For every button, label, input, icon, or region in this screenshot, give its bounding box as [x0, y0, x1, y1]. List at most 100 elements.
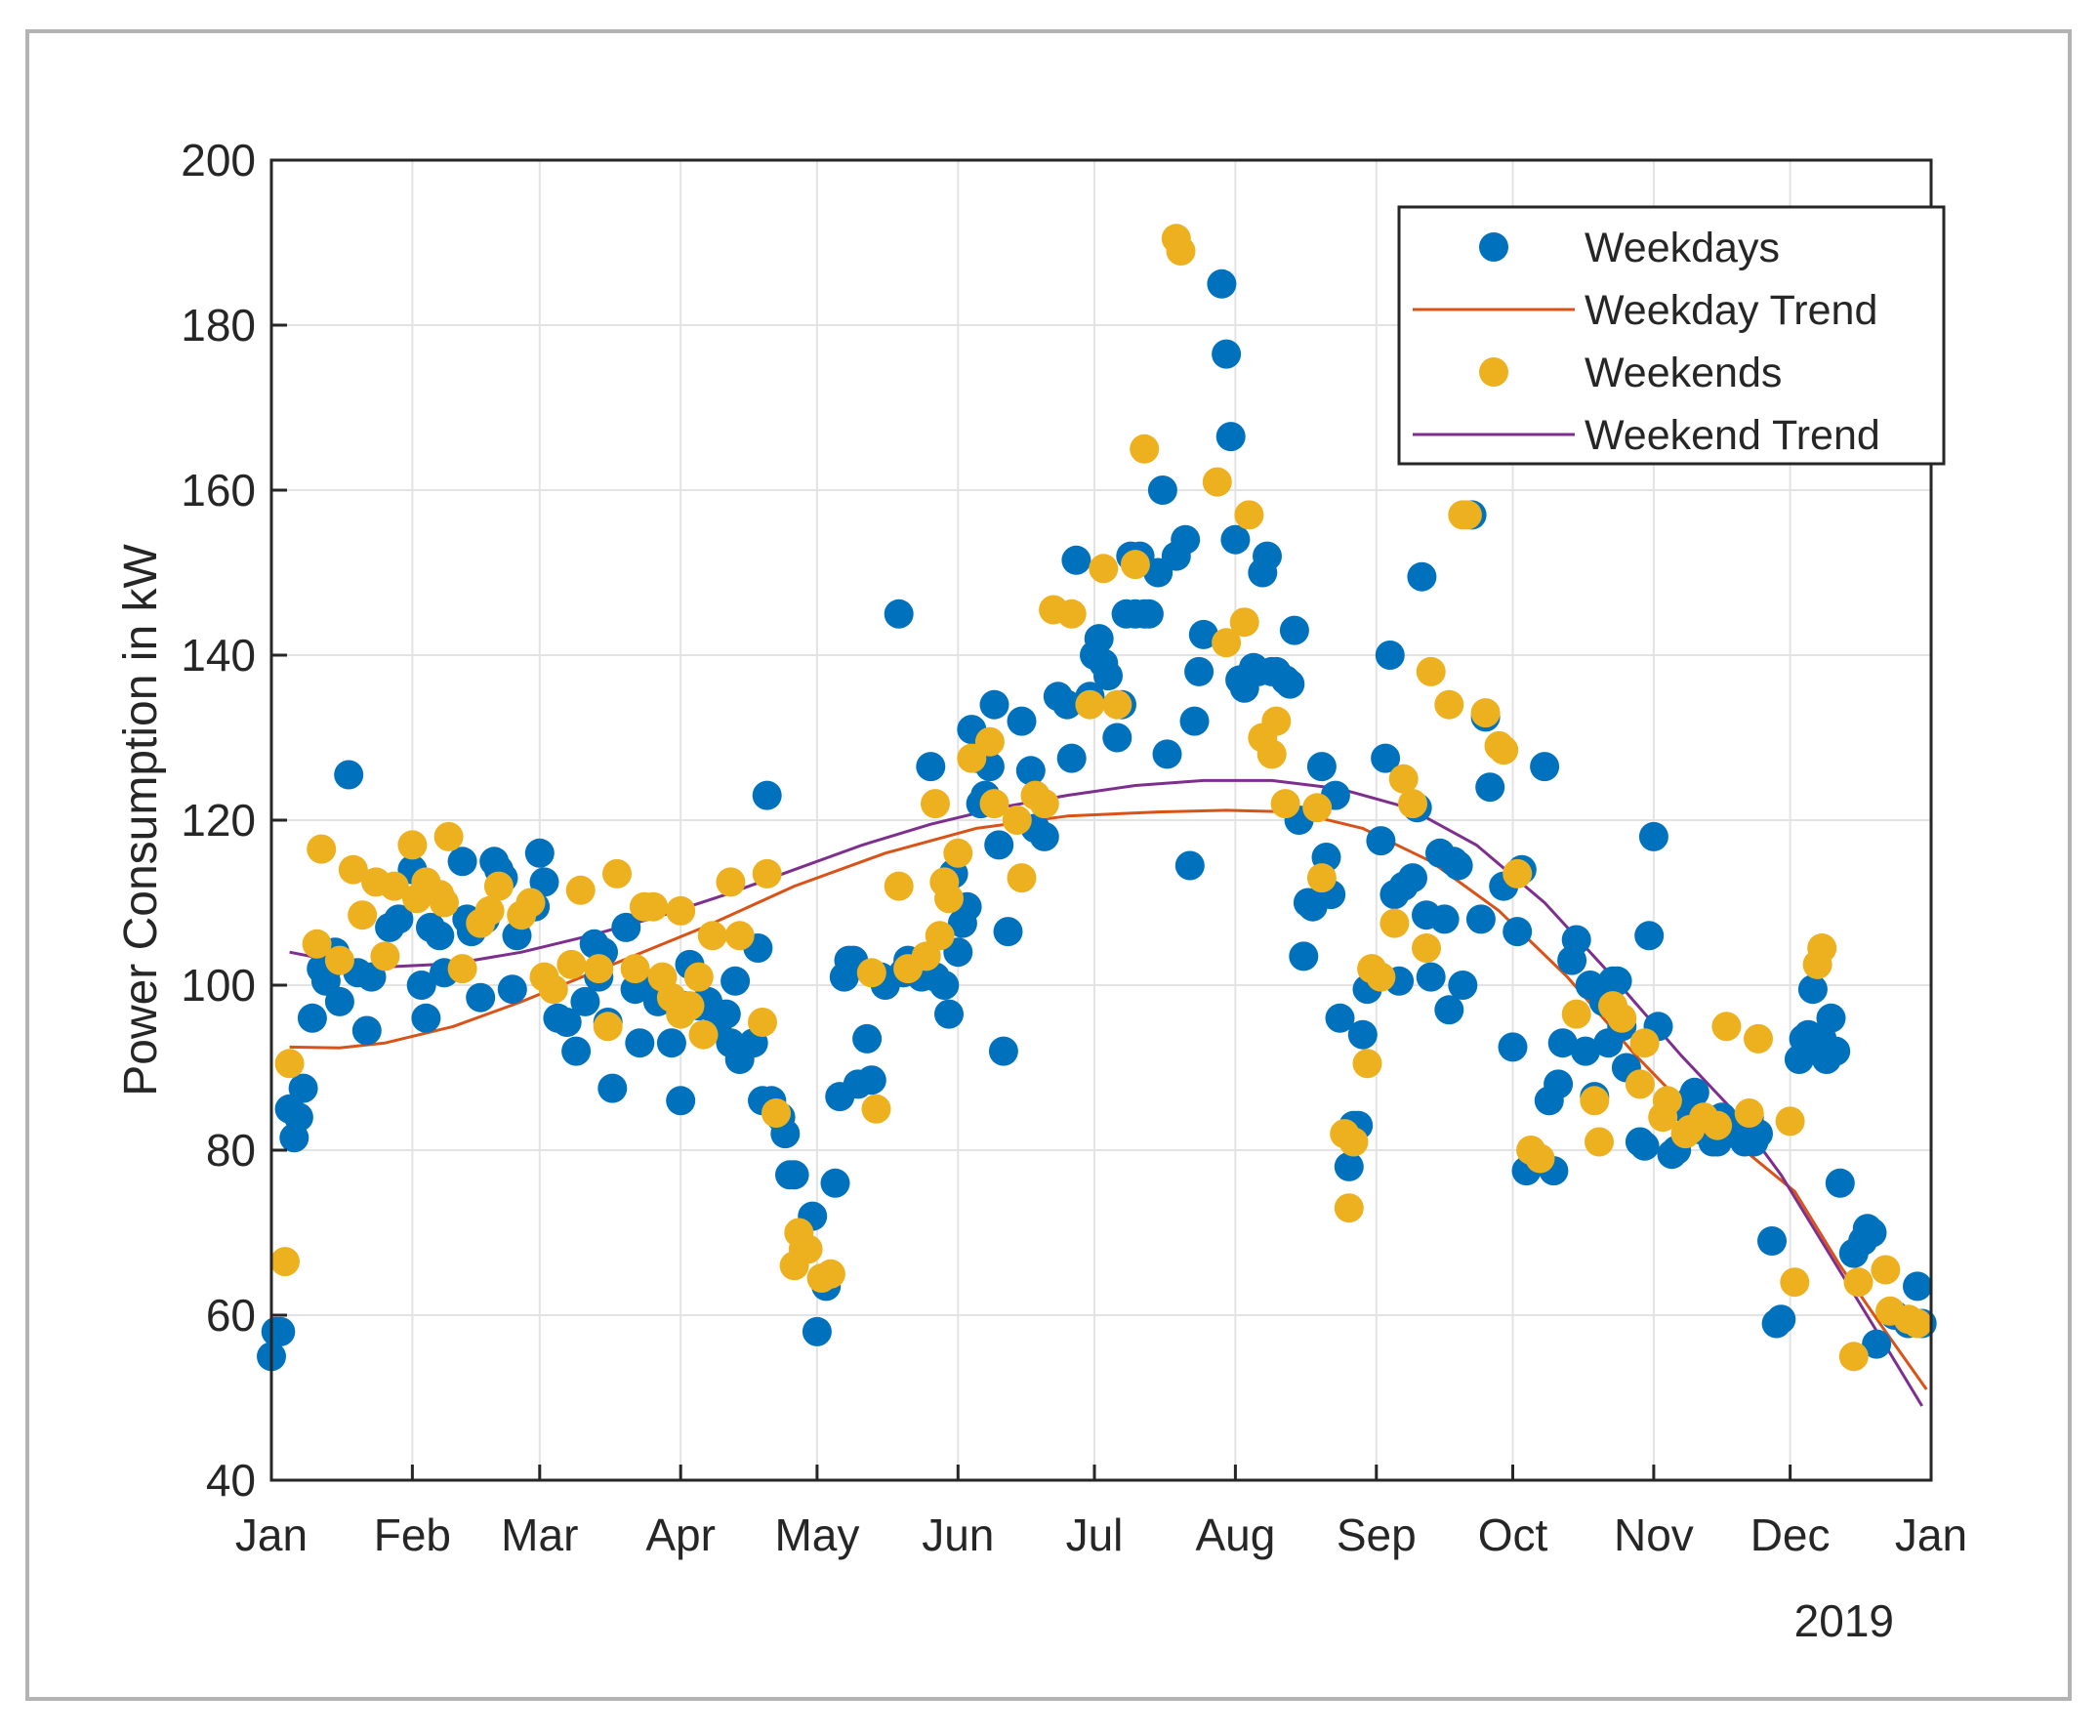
- weekend-point: [716, 867, 746, 897]
- weekday-point: [1052, 689, 1083, 720]
- weekend-point: [724, 921, 755, 951]
- weekend-point: [1261, 706, 1292, 736]
- weekend-point: [925, 921, 955, 951]
- legend-label: Weekend Trend: [1585, 412, 1880, 459]
- weekend-point: [1807, 933, 1837, 963]
- weekday-point: [1498, 1032, 1528, 1062]
- weekend-point: [1625, 1069, 1655, 1099]
- weekday-point: [529, 867, 559, 897]
- weekend-point: [1585, 1127, 1614, 1157]
- weekday-point: [1056, 743, 1087, 773]
- x-tick-label: Jul: [1066, 1509, 1124, 1560]
- weekday-point: [1407, 561, 1437, 592]
- weekday-point: [934, 999, 964, 1029]
- weekend-point: [1166, 236, 1196, 266]
- weekday-point: [1171, 524, 1201, 555]
- weekend-point: [1489, 735, 1519, 765]
- weekday-point: [752, 780, 782, 810]
- weekday-point: [425, 921, 455, 951]
- y-tick-label: 80: [206, 1125, 256, 1176]
- weekend-point: [602, 858, 632, 889]
- weekday-point: [1029, 821, 1059, 851]
- weekday-point: [852, 1023, 883, 1054]
- weekend-point: [1580, 1086, 1610, 1116]
- weekday-point: [993, 917, 1023, 947]
- weekday-point: [1797, 974, 1828, 1005]
- weekday-point: [324, 986, 354, 1016]
- x-tick-label: Jun: [922, 1509, 994, 1560]
- x-tick-label: Feb: [374, 1509, 451, 1560]
- weekend-point: [483, 871, 514, 901]
- weekday-point: [1253, 541, 1282, 571]
- weekend-point: [584, 954, 614, 984]
- weekend-point: [1416, 656, 1446, 686]
- weekday-point: [466, 982, 496, 1013]
- weekend-point: [1561, 999, 1591, 1029]
- weekday-point: [1188, 619, 1218, 649]
- weekday-point: [1334, 1151, 1364, 1181]
- weekday-point: [1279, 615, 1309, 645]
- x-tick-label: Nov: [1614, 1509, 1694, 1560]
- weekday-point: [1289, 941, 1319, 971]
- weekend-point: [1711, 1012, 1742, 1042]
- weekday-point: [1366, 826, 1396, 856]
- weekday-point: [1448, 971, 1478, 1000]
- weekday-point: [1347, 1019, 1378, 1050]
- weekday-point: [561, 1036, 592, 1066]
- weekend-point: [1412, 933, 1441, 963]
- weekday-point: [1434, 995, 1464, 1025]
- weekday-point: [1757, 1226, 1787, 1256]
- weekend-point: [556, 949, 587, 979]
- y-tick-label: 60: [206, 1290, 256, 1341]
- weekend-point: [274, 1049, 305, 1079]
- x-tick-label: Jan: [1895, 1509, 1967, 1560]
- y-tick-label: 200: [181, 135, 256, 186]
- weekday-point: [1015, 756, 1046, 786]
- weekday-point: [1306, 752, 1337, 782]
- weekday-point: [916, 752, 946, 782]
- weekend-point: [307, 834, 337, 864]
- weekend-point: [688, 1019, 719, 1050]
- weekend-point: [430, 888, 459, 918]
- chart-frame: 40 60 80 100 120 140 160 180 200 Jan Feb Mar Apr May…: [25, 29, 2072, 1701]
- y-tick-label: 140: [181, 630, 256, 681]
- y-axis-ticks: 40 60 80 100 120 140 160 180 200: [181, 135, 287, 1506]
- weekend-point: [1838, 1342, 1869, 1372]
- y-axis-title: Power Consumption in kW: [115, 544, 167, 1096]
- weekday-point: [984, 830, 1014, 860]
- weekend-point: [666, 895, 696, 926]
- weekend-point: [934, 884, 964, 914]
- weekday-point: [1629, 1131, 1660, 1161]
- y-tick-label: 40: [206, 1455, 256, 1506]
- year-label: 2019: [1794, 1595, 1894, 1646]
- weekday-point: [351, 1015, 382, 1046]
- weekend-point: [697, 921, 727, 951]
- weekend-point: [324, 945, 354, 975]
- weekend-point: [1388, 764, 1419, 794]
- weekend-point: [921, 789, 950, 819]
- weekend-point: [979, 789, 1009, 819]
- weekday-point: [1544, 1069, 1574, 1099]
- weekday-point: [1821, 1036, 1851, 1066]
- y-tick-label: 100: [181, 960, 256, 1011]
- data-points: [257, 224, 1937, 1372]
- weekend-point: [1089, 554, 1119, 584]
- weekday-point: [721, 966, 751, 996]
- x-axis-ticks: Jan Feb Mar Apr May Jun Jul Aug Sep Oct Nov Dec Jan: [235, 1465, 1967, 1560]
- weekday-point: [1215, 422, 1246, 452]
- weekend-point: [1470, 698, 1501, 728]
- y-tick-label: 180: [181, 300, 256, 351]
- weekday-point: [356, 962, 387, 992]
- weekend-point: [565, 875, 596, 905]
- x-tick-label: Sep: [1337, 1509, 1417, 1560]
- weekend-point: [1871, 1255, 1901, 1285]
- weekday-point: [625, 1028, 655, 1058]
- weekday-point: [1766, 1304, 1796, 1335]
- weekend-point: [1306, 863, 1337, 893]
- weekend-point: [911, 941, 941, 971]
- weekday-point: [1571, 1036, 1600, 1066]
- weekend-point: [1452, 500, 1482, 530]
- y-tick-label: 120: [181, 795, 256, 846]
- weekday-point: [856, 1065, 886, 1095]
- weekend-point: [338, 854, 368, 885]
